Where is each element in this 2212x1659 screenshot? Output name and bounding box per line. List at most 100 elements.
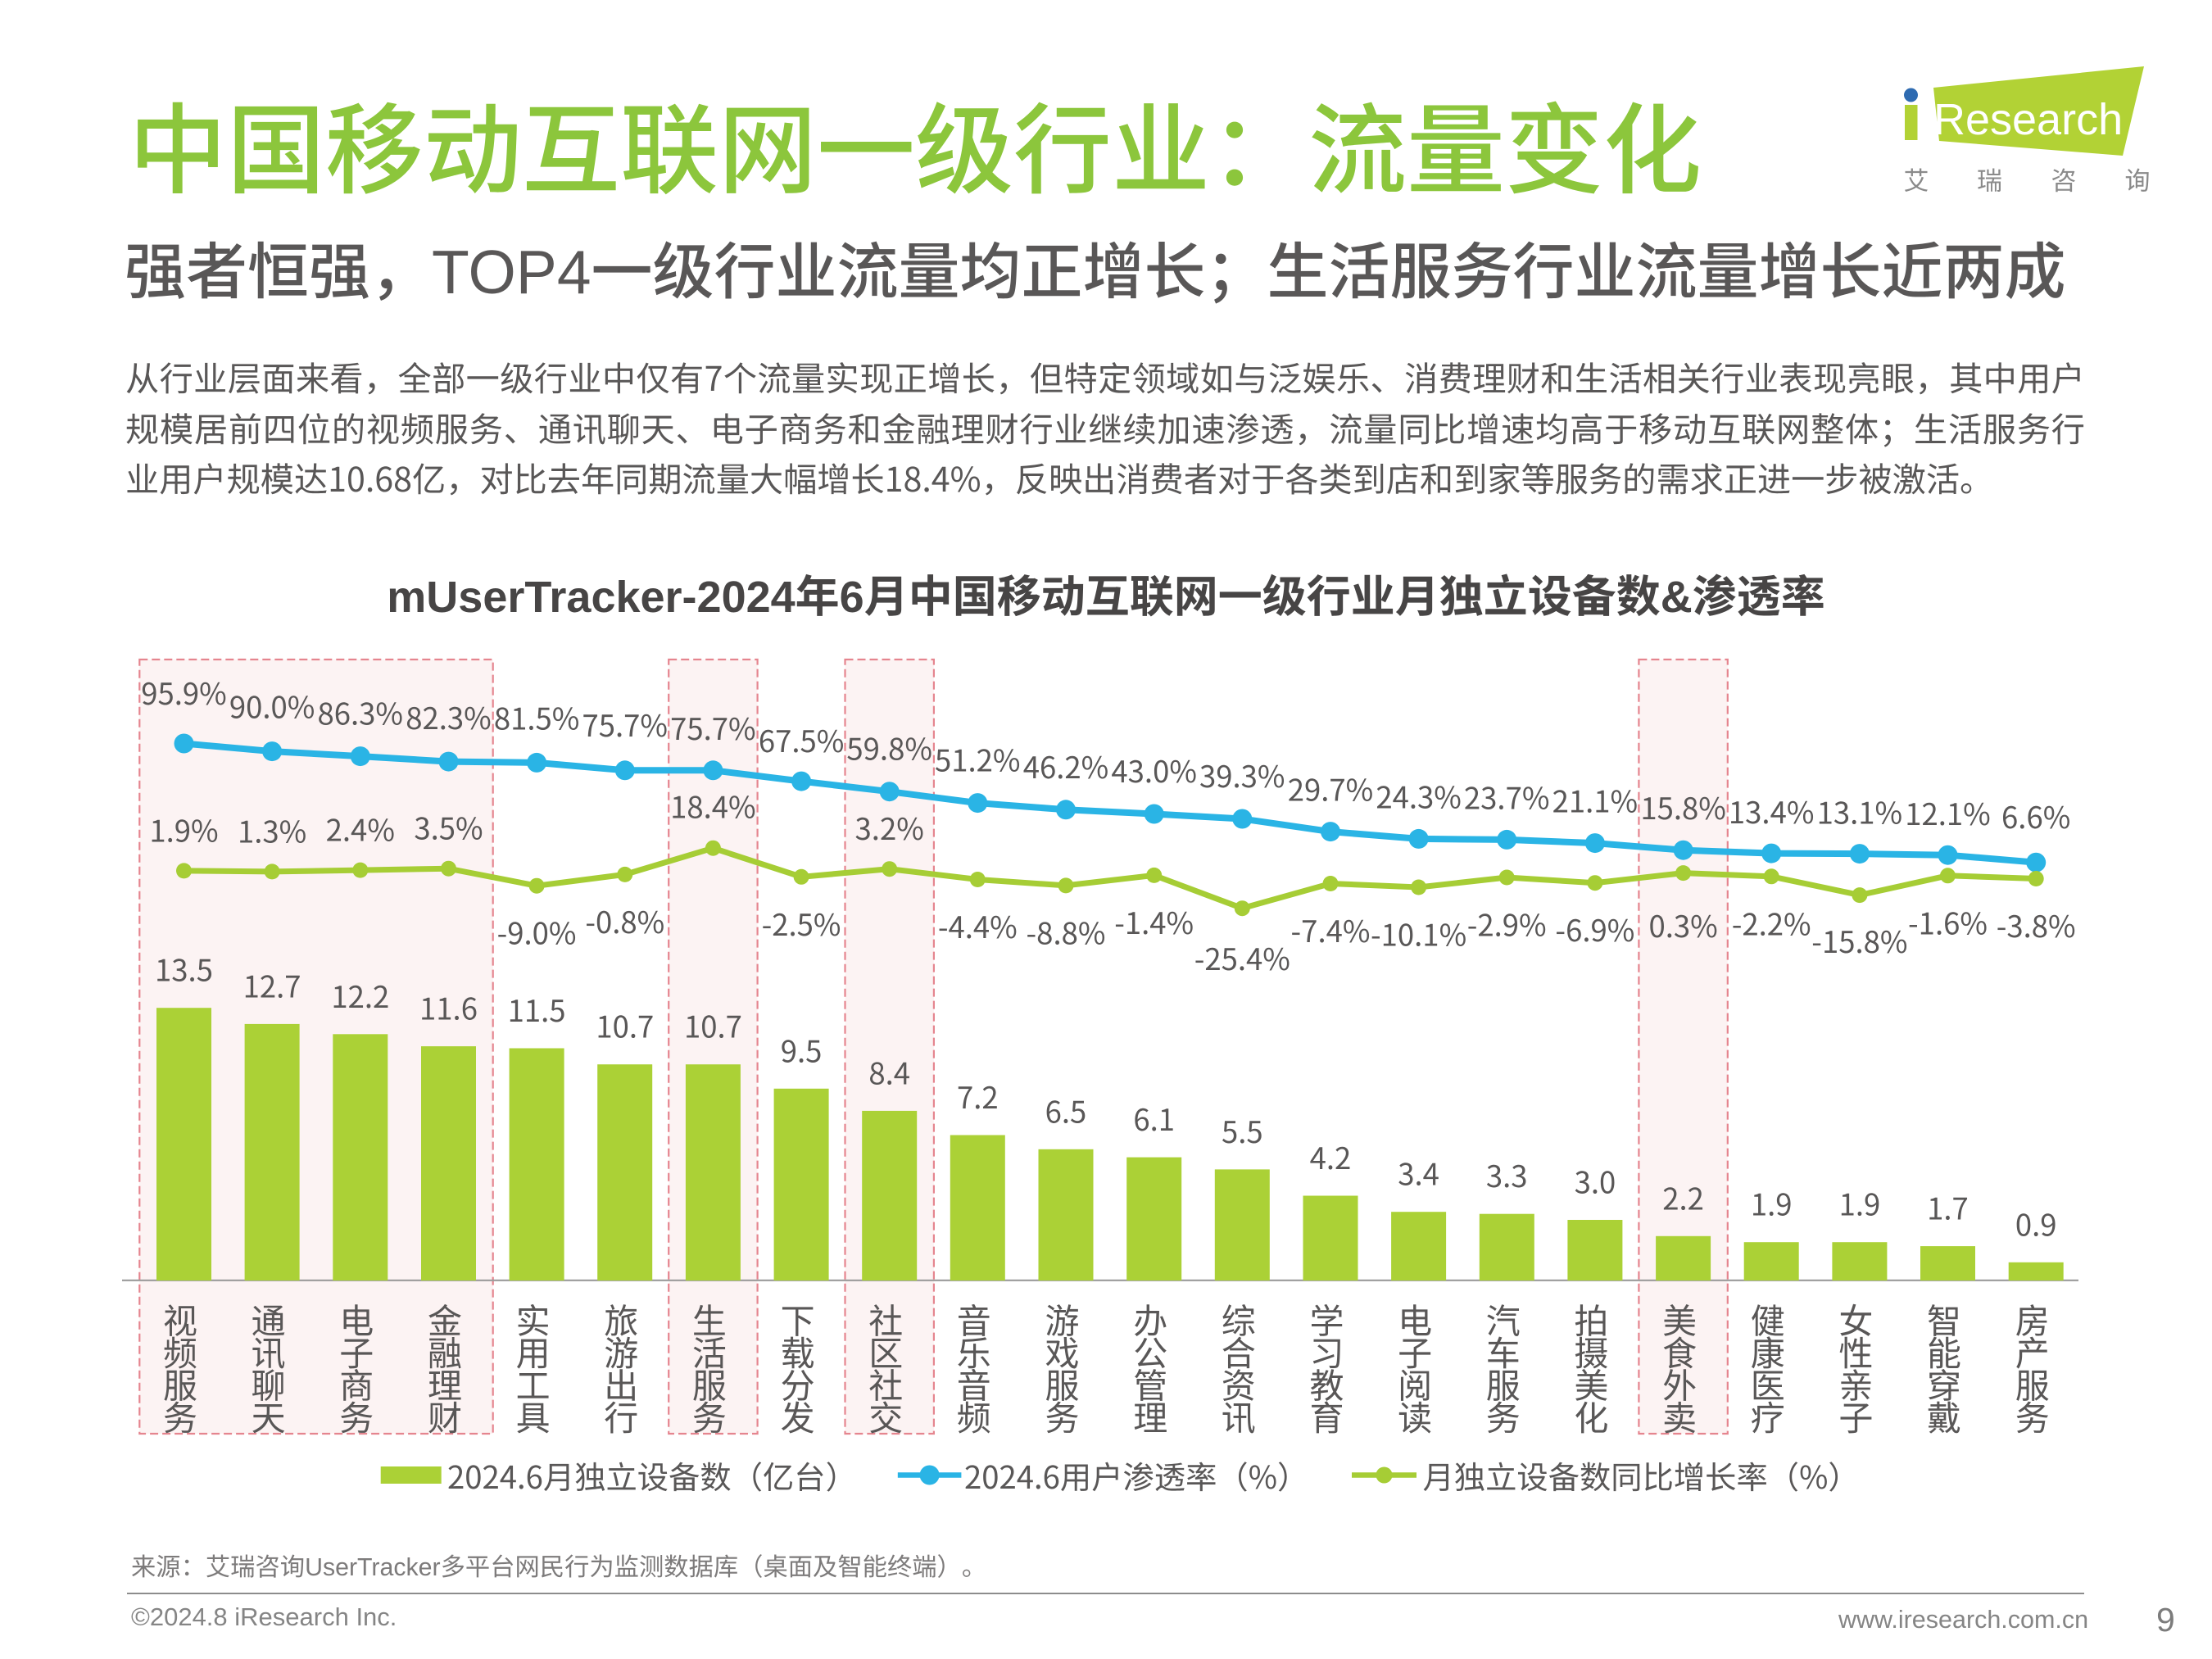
svg-text:务: 务 (1045, 1391, 1079, 1441)
svg-text:讯: 讯 (1222, 1391, 1256, 1441)
svg-text:-7.4%: -7.4% (1291, 908, 1371, 951)
svg-text:3.5%: 3.5% (414, 805, 483, 849)
svg-text:育: 育 (1309, 1391, 1344, 1441)
svg-text:合: 合 (1222, 1326, 1256, 1376)
svg-text:用: 用 (516, 1326, 551, 1376)
svg-text:聊: 聊 (252, 1359, 286, 1409)
svg-text:务: 务 (163, 1391, 197, 1441)
svg-text:6.5: 6.5 (1045, 1088, 1087, 1131)
svg-text:2024.6用户渗透率（%）: 2024.6用户渗透率（%） (964, 1453, 1308, 1498)
svg-text:95.9%: 95.9% (141, 670, 227, 714)
svg-text:社: 社 (868, 1359, 903, 1409)
svg-text:0.9: 0.9 (2015, 1201, 2057, 1244)
svg-text:资: 资 (1222, 1359, 1256, 1409)
svg-text:读: 读 (1398, 1391, 1432, 1441)
svg-text:社: 社 (868, 1294, 903, 1344)
svg-text:教: 教 (1309, 1359, 1344, 1409)
svg-text:拍: 拍 (1574, 1294, 1608, 1344)
svg-text:工: 工 (516, 1359, 551, 1409)
svg-text:频: 频 (163, 1326, 197, 1376)
svg-text:服: 服 (2015, 1359, 2050, 1409)
svg-text:音: 音 (957, 1294, 991, 1344)
svg-text:讯: 讯 (252, 1326, 286, 1376)
svg-text:戴: 戴 (1927, 1391, 1961, 1441)
svg-text:10.7: 10.7 (596, 1004, 654, 1047)
svg-text:区: 区 (868, 1326, 903, 1376)
svg-text:卖: 卖 (1662, 1391, 1697, 1441)
svg-text:务: 务 (339, 1391, 374, 1441)
svg-text:下: 下 (781, 1294, 815, 1344)
svg-text:综: 综 (1222, 1294, 1256, 1344)
svg-text:86.3%: 86.3% (318, 691, 404, 734)
svg-text:Research: Research (1933, 95, 2123, 144)
svg-text:发: 发 (781, 1391, 815, 1441)
svg-text:戏: 戏 (1045, 1326, 1079, 1376)
svg-text:金: 金 (428, 1294, 462, 1344)
svg-text:习: 习 (1309, 1326, 1344, 1376)
svg-text:-8.8%: -8.8% (1027, 909, 1106, 953)
svg-text:商: 商 (339, 1359, 374, 1409)
svg-text:2024.6月独立设备数（亿台）: 2024.6月独立设备数（亿台） (447, 1453, 857, 1498)
svg-text:智: 智 (1927, 1294, 1961, 1344)
svg-text:行: 行 (604, 1391, 638, 1441)
svg-text:房: 房 (2015, 1294, 2050, 1344)
svg-text:服: 服 (692, 1359, 727, 1409)
svg-text:10.7: 10.7 (684, 1004, 742, 1047)
svg-text:康: 康 (1751, 1326, 1785, 1376)
svg-text:1.9: 1.9 (1839, 1181, 1881, 1225)
svg-text:美: 美 (1574, 1359, 1608, 1409)
svg-text:月独立设备数同比增长率（%）: 月独立设备数同比增长率（%） (1423, 1453, 1860, 1498)
svg-text:具: 具 (516, 1391, 551, 1441)
svg-text:43.0%: 43.0% (1111, 748, 1197, 791)
svg-text:3.2%: 3.2% (855, 805, 924, 849)
svg-text:疗: 疗 (1751, 1391, 1785, 1441)
svg-text:公: 公 (1133, 1326, 1167, 1376)
svg-text:食: 食 (1662, 1326, 1697, 1376)
svg-text:0.3%: 0.3% (1648, 903, 1717, 946)
svg-text:子: 子 (339, 1326, 374, 1376)
svg-text:财: 财 (428, 1391, 462, 1441)
svg-text:服: 服 (1486, 1359, 1521, 1409)
svg-text:13.4%: 13.4% (1729, 789, 1815, 832)
svg-text:4.2: 4.2 (1310, 1135, 1352, 1178)
svg-text:81.5%: 81.5% (494, 695, 580, 738)
svg-text:7.2: 7.2 (957, 1074, 999, 1117)
svg-text:12.2: 12.2 (331, 973, 389, 1017)
svg-text:载: 载 (781, 1326, 815, 1376)
svg-text:23.7%: 23.7% (1464, 774, 1550, 818)
svg-text:11.5: 11.5 (508, 987, 566, 1031)
svg-text:游: 游 (604, 1326, 638, 1376)
svg-text:9.5: 9.5 (781, 1027, 823, 1071)
svg-text:51.2%: 51.2% (935, 737, 1021, 781)
svg-text:务: 务 (692, 1391, 727, 1441)
svg-text:-15.8%: -15.8% (1811, 918, 1907, 962)
svg-text:音: 音 (957, 1359, 991, 1409)
svg-text:阅: 阅 (1398, 1359, 1432, 1409)
svg-text:-25.4%: -25.4% (1194, 936, 1290, 979)
svg-text:电: 电 (1398, 1294, 1432, 1344)
svg-text:美: 美 (1662, 1294, 1697, 1344)
svg-text:6.6%: 6.6% (2001, 794, 2070, 837)
svg-text:24.3%: 24.3% (1376, 773, 1462, 817)
svg-text:性: 性 (1838, 1326, 1873, 1376)
svg-text:3.0: 3.0 (1575, 1159, 1616, 1203)
svg-text:亲: 亲 (1838, 1359, 1873, 1409)
svg-text:乐: 乐 (957, 1326, 991, 1376)
svg-text:-10.1%: -10.1% (1371, 912, 1466, 955)
svg-text:视: 视 (163, 1294, 197, 1344)
svg-text:理: 理 (428, 1359, 462, 1409)
svg-text:产: 产 (2015, 1326, 2050, 1376)
svg-text:18.4%: 18.4% (670, 784, 756, 827)
svg-text:-6.9%: -6.9% (1555, 907, 1634, 950)
svg-text:-4.4%: -4.4% (938, 904, 1018, 947)
svg-text:2.2: 2.2 (1662, 1175, 1704, 1218)
svg-text:3.4: 3.4 (1398, 1151, 1439, 1194)
svg-text:咨: 咨 (2051, 161, 2077, 197)
svg-text:46.2%: 46.2% (1023, 744, 1109, 787)
svg-text:理: 理 (1133, 1391, 1167, 1441)
svg-text:59.8%: 59.8% (846, 726, 932, 769)
svg-text:车: 车 (1486, 1326, 1521, 1376)
svg-text:汽: 汽 (1486, 1294, 1521, 1344)
svg-text:67.5%: 67.5% (759, 718, 845, 761)
svg-text:1.7: 1.7 (1927, 1185, 1969, 1229)
